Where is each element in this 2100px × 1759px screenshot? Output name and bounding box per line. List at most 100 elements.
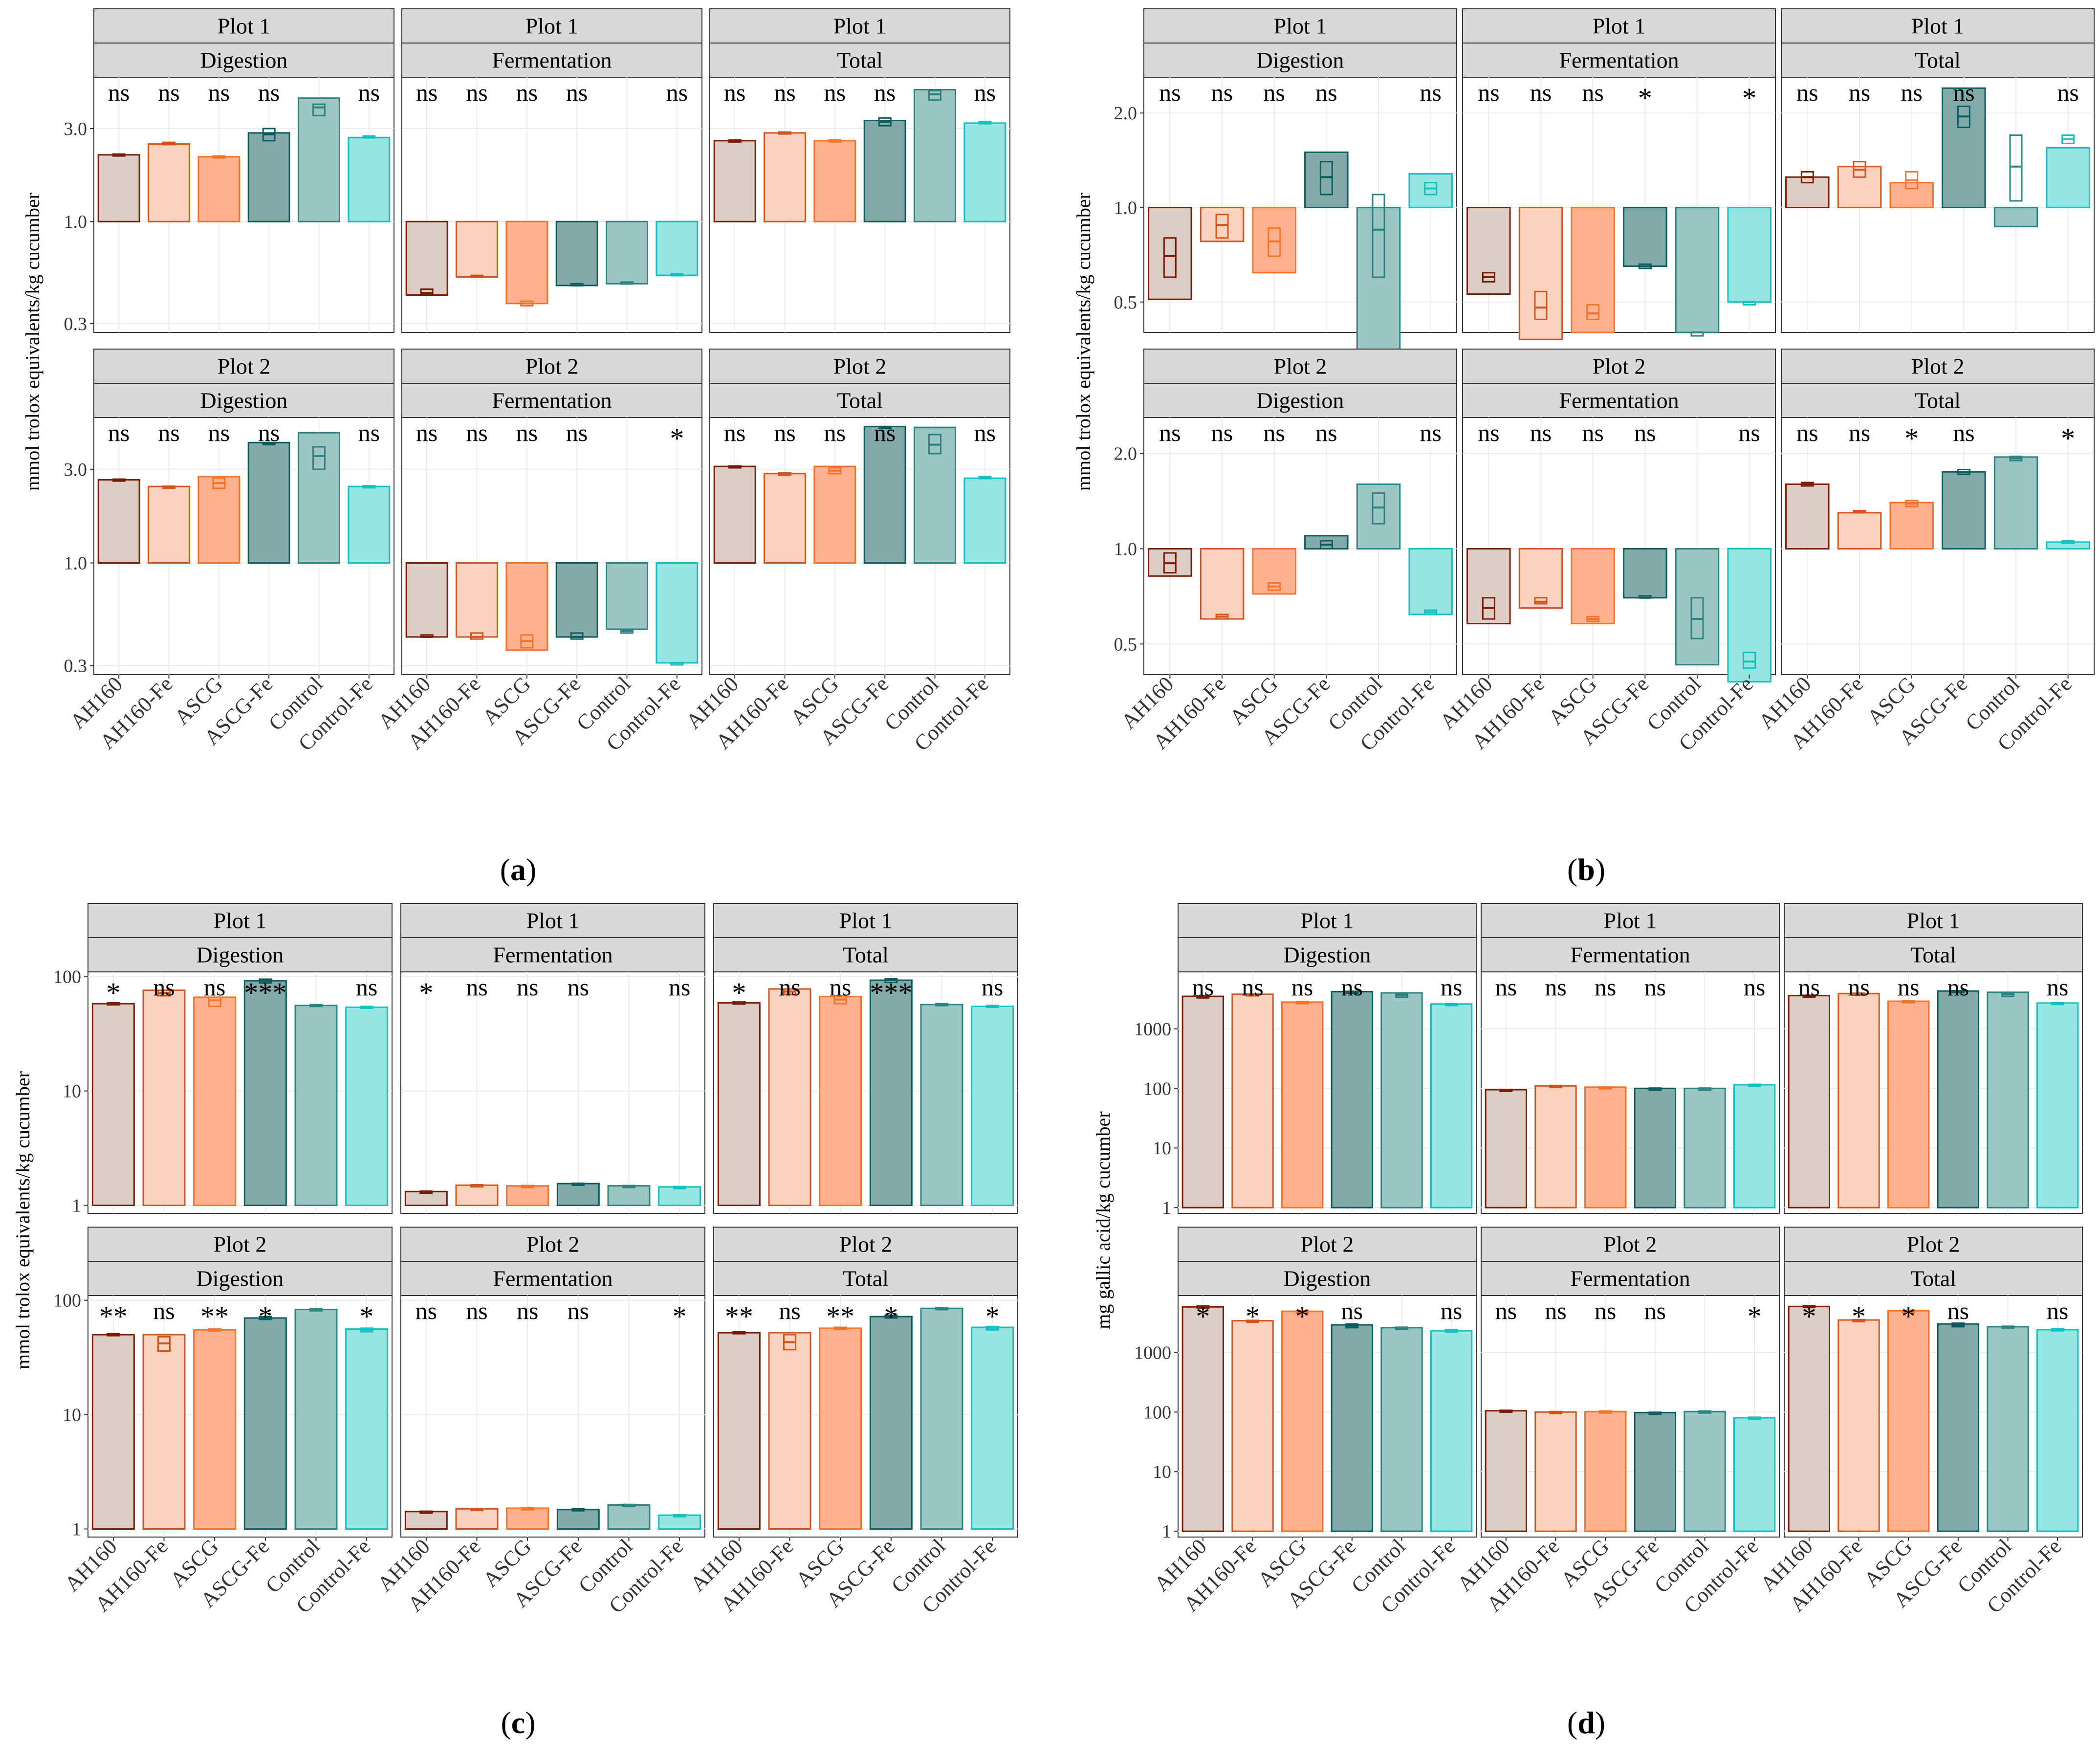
box-Control	[312, 103, 326, 116]
bar-AH160-Fe	[148, 143, 190, 222]
signif-label: ns	[1530, 419, 1552, 446]
bar-Control	[1675, 206, 1720, 333]
bar-Control-Fe	[2036, 1002, 2079, 1209]
signif-label: ns	[2047, 973, 2068, 1001]
signif-label: ns	[1798, 973, 1820, 1001]
signif-label: ns	[1420, 419, 1441, 446]
bar-ASCG	[193, 1329, 237, 1530]
bar-AH160	[404, 1511, 448, 1530]
strip-col-label: Digestion	[200, 47, 288, 72]
plot-area	[88, 1295, 393, 1538]
strip-col	[1462, 43, 1776, 78]
plot-area	[1462, 417, 1776, 675]
bar-Control	[1684, 1087, 1726, 1209]
signif-label: ns	[1263, 419, 1285, 446]
strip-row	[401, 8, 702, 44]
signif-label: *	[2061, 422, 2075, 454]
bar-Control	[606, 562, 648, 630]
bar-AH160-Fe	[764, 132, 806, 222]
strip-col-label: Total	[1915, 47, 1961, 72]
strip-row-label: Plot 1	[1301, 908, 1354, 933]
strip-col-label: Fermentation	[493, 1266, 612, 1291]
y-tick-label: 100	[53, 1291, 81, 1311]
strip-row-label: Plot 1	[1604, 908, 1657, 933]
bar-Control	[914, 426, 956, 564]
bar-AH160-Fe	[768, 1332, 811, 1530]
bar-Control	[298, 432, 340, 564]
signif-label: ns	[1478, 419, 1499, 446]
plot-area	[1481, 971, 1780, 1214]
box-AH160-Fe	[1215, 214, 1229, 239]
y-tick-label: 0.3	[64, 656, 88, 677]
bar-AH160	[1466, 548, 1511, 625]
strip-row	[1178, 1227, 1477, 1262]
bar-ASCG	[819, 1327, 862, 1530]
y-tick-label: 3.0	[64, 119, 88, 139]
bar-Control	[1987, 991, 2029, 1209]
strip-row	[709, 349, 1010, 384]
y-tick-label: 1.0	[1114, 539, 1138, 560]
bar-AH160-Fe	[148, 485, 190, 564]
bar-Control-Fe	[1727, 206, 1772, 303]
bar-AH160-Fe	[455, 1184, 499, 1206]
bar-Control-Fe	[345, 1328, 389, 1530]
strip-row	[93, 8, 394, 44]
bar-AH160-Fe	[455, 1508, 499, 1530]
strip-row-label: Plot 2	[526, 1231, 580, 1256]
bar-AH160	[717, 1332, 761, 1530]
strip-row-label: Plot 2	[833, 353, 887, 378]
signif-label: *	[673, 1300, 687, 1332]
strip-col-label: Total	[843, 942, 889, 967]
bar-ASCG	[1889, 502, 1934, 550]
bar-AH160	[717, 1002, 761, 1206]
bar-Control	[294, 1005, 338, 1206]
bar-Control-Fe	[963, 122, 1006, 222]
bar-ASCG	[1571, 548, 1615, 625]
bar-AH160	[405, 220, 448, 296]
strip-col	[400, 937, 705, 972]
bar-AH160	[713, 140, 756, 222]
plot-area	[1178, 1295, 1477, 1538]
strip-col	[1784, 1261, 2083, 1296]
signif-label: ns	[1644, 973, 1666, 1001]
bar-ASCG-Fe	[1331, 1324, 1374, 1532]
strip-col-label: Fermentation	[1559, 388, 1679, 413]
signif-label: ns	[1159, 419, 1181, 446]
signif-label: ns	[1953, 419, 1974, 446]
signif-label: ns	[1901, 79, 1922, 106]
bar-ASCG	[1889, 182, 1934, 208]
bar-AH160	[1181, 1306, 1225, 1532]
bar-ASCG	[506, 1507, 549, 1530]
strip-row-label: Plot 2	[214, 1231, 267, 1256]
signif-label: ns	[1947, 1297, 1969, 1324]
bar-AH160-Fe	[764, 473, 806, 564]
strip-col	[88, 1261, 393, 1296]
strip-col-label: Digestion	[1257, 47, 1344, 72]
facet: Plot 2FermentationnsAH160nsAH160-FensASC…	[1453, 1227, 1780, 1618]
signif-label: *	[985, 1300, 1000, 1332]
strip-col	[1143, 43, 1457, 78]
plot-area	[709, 417, 1010, 675]
strip-col-label: Total	[1910, 942, 1956, 967]
strip-row-label: Plot 1	[218, 13, 271, 38]
box-ASCG	[1586, 304, 1600, 320]
signif-label: ns	[1211, 419, 1233, 446]
strip-col-label: Digestion	[197, 1266, 284, 1291]
strip-row-label: Plot 2	[1907, 1231, 1960, 1256]
strip-col-label: Total	[837, 388, 883, 413]
facet: Plot 2Total*AH160*AH160-Fe*ASCGnsASCG-Fe…	[1756, 1227, 2083, 1618]
signif-label: ns	[1341, 1297, 1363, 1324]
signif-label: ns	[1211, 79, 1233, 106]
bar-ASCG-Fe	[556, 1183, 600, 1206]
signif-label: ns	[2047, 1297, 2068, 1324]
bar-Control-Fe	[1408, 548, 1453, 616]
bar-Control-Fe	[2046, 147, 2090, 208]
strip-row-label: Plot 2	[839, 1231, 893, 1256]
signif-label: *	[1246, 1300, 1260, 1332]
strip-row-label: Plot 1	[833, 13, 887, 38]
bar-ASCG	[813, 140, 856, 222]
bar-ASCG-Fe	[243, 1317, 287, 1530]
strip-col	[93, 43, 394, 78]
signif-label: ns	[208, 419, 230, 446]
